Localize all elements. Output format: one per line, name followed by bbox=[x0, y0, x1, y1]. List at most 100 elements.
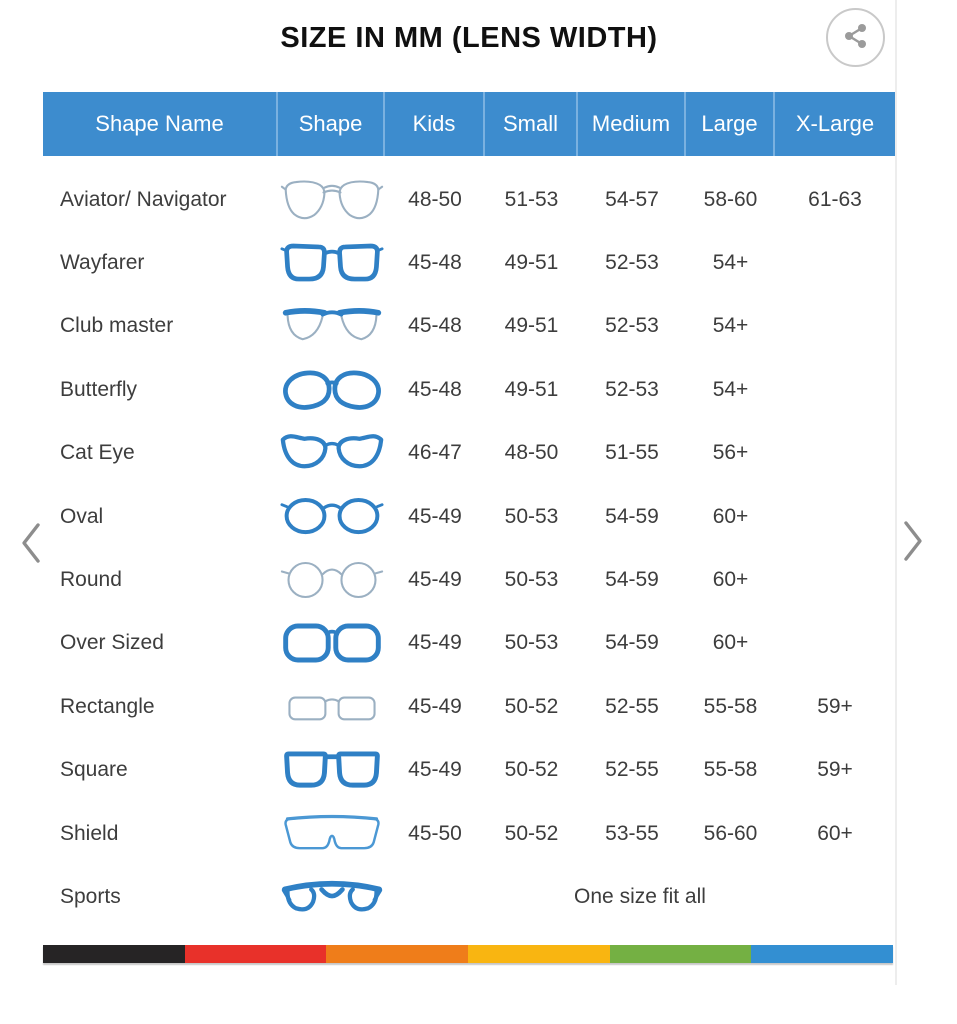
size-cell: 53-55 bbox=[605, 821, 659, 845]
size-cell: 54-57 bbox=[605, 187, 659, 211]
header-cell-kids: Kids bbox=[385, 92, 485, 156]
size-table: Shape Name Shape Kids Small Medium Large X-Lar… bbox=[43, 92, 895, 929]
header-cell-large: Large bbox=[686, 92, 775, 156]
table-row: Club master 45-48 49-51 52-53 54+ bbox=[43, 295, 895, 358]
table-row: Cat Eye 46-47 48-50 51-55 56+ bbox=[43, 422, 895, 485]
share-button[interactable] bbox=[826, 8, 885, 67]
size-cell: 52-53 bbox=[605, 377, 659, 401]
table-row: Oval 45-49 50-53 54-59 60+ bbox=[43, 485, 895, 548]
shape-name-cell: Club master bbox=[60, 314, 174, 338]
size-cell: 50-53 bbox=[504, 504, 559, 528]
shape-name-cell: Aviator/ Navigator bbox=[60, 187, 227, 211]
size-cell: 55-58 bbox=[703, 694, 758, 718]
table-header-row: Shape Name Shape Kids Small Medium Large X-Lar… bbox=[43, 92, 895, 156]
size-cell: 50-52 bbox=[504, 821, 559, 845]
size-cell: 45-48 bbox=[408, 314, 462, 338]
size-cell: 45-49 bbox=[408, 568, 462, 592]
one-size-note: One size fit all bbox=[574, 884, 706, 908]
size-cell: 60+ bbox=[712, 504, 749, 528]
shape-name-cell: Square bbox=[60, 758, 128, 782]
wayfarer-glasses-icon bbox=[278, 231, 385, 294]
size-cell: 54-59 bbox=[605, 568, 659, 592]
size-cell: 58-60 bbox=[703, 187, 758, 211]
footer-color-bar bbox=[43, 945, 894, 963]
table-row: Square 45-49 50-52 52-55 55-58 59+ bbox=[43, 739, 895, 802]
shape-name-cell: Round bbox=[60, 568, 122, 592]
footer-color-segment bbox=[468, 945, 610, 963]
size-cell: 48-50 bbox=[408, 187, 462, 211]
size-cell: 59+ bbox=[817, 758, 853, 782]
size-cell bbox=[775, 295, 895, 358]
size-cell bbox=[775, 485, 895, 548]
table-row: Shield 45-50 50-52 53-55 56-60 60+ bbox=[43, 802, 895, 865]
footer-color-segment bbox=[43, 945, 185, 963]
size-cell: 56+ bbox=[712, 441, 749, 465]
butterfly-glasses-icon bbox=[278, 358, 385, 421]
size-cell: 48-50 bbox=[504, 441, 559, 465]
table-row: Rectangle 45-49 50-52 52-55 55-58 59+ bbox=[43, 675, 895, 738]
carousel-next-button[interactable] bbox=[898, 518, 928, 566]
size-cell: 50-53 bbox=[504, 631, 559, 655]
size-cell bbox=[775, 422, 895, 485]
size-cell: 54+ bbox=[712, 251, 749, 275]
size-cell: 54-59 bbox=[605, 504, 659, 528]
size-cell: 50-53 bbox=[504, 568, 559, 592]
size-cell: 55-58 bbox=[703, 758, 758, 782]
shape-name-cell: Rectangle bbox=[60, 694, 155, 718]
header-cell-x-large: X-Large bbox=[795, 111, 875, 136]
table-row: Round 45-49 50-53 54-59 60+ bbox=[43, 548, 895, 611]
chevron-right-icon bbox=[900, 519, 926, 566]
size-cell: 45-49 bbox=[408, 631, 462, 655]
header-cell-shape: Shape bbox=[278, 92, 385, 156]
shape-name-cell: Wayfarer bbox=[60, 251, 145, 275]
size-cell: 49-51 bbox=[504, 314, 559, 338]
size-cell bbox=[775, 548, 895, 611]
size-cell: 45-50 bbox=[408, 821, 462, 845]
sports-glasses-icon bbox=[278, 865, 385, 928]
chevron-left-icon bbox=[18, 521, 44, 568]
size-cell: 60+ bbox=[712, 568, 749, 592]
size-cell: 52-55 bbox=[605, 694, 659, 718]
table-row: Aviator/ Navigator 48-50 51-53 54-57 58-60 61… bbox=[43, 168, 895, 231]
square-glasses-icon bbox=[278, 739, 385, 802]
size-cell: 45-48 bbox=[408, 377, 462, 401]
size-cell bbox=[775, 231, 895, 294]
shield-glasses-icon bbox=[278, 802, 385, 865]
size-cell: 52-53 bbox=[605, 314, 659, 338]
size-cell bbox=[775, 358, 895, 421]
table-body: Aviator/ Navigator 48-50 51-53 54-57 58-60 61… bbox=[43, 156, 895, 929]
table-row: Over Sized 45-49 50-53 54-59 60+ bbox=[43, 612, 895, 675]
header-cell-medium: Medium bbox=[578, 92, 686, 156]
size-cell: 45-48 bbox=[408, 251, 462, 275]
shape-name-cell: Cat Eye bbox=[60, 441, 135, 465]
size-cell: 51-55 bbox=[605, 441, 659, 465]
header-cell-small: Small bbox=[485, 92, 578, 156]
size-cell: 60+ bbox=[817, 821, 853, 845]
aviator-glasses-icon bbox=[278, 168, 385, 231]
shape-name-cell: Butterfly bbox=[60, 377, 138, 401]
size-cell: 50-52 bbox=[504, 694, 559, 718]
shape-name-cell: Oval bbox=[60, 504, 104, 528]
footer-color-segment bbox=[184, 945, 327, 963]
size-cell: 49-51 bbox=[504, 377, 559, 401]
shape-name-cell: Over Sized bbox=[60, 631, 164, 655]
rectangle-glasses-icon bbox=[278, 675, 385, 738]
cateye-glasses-icon bbox=[278, 422, 385, 485]
footer-color-segment bbox=[751, 945, 894, 963]
share-icon bbox=[841, 21, 871, 54]
page-title: SIZE IN MM (LENS WIDTH) bbox=[280, 22, 658, 54]
carousel-slide-edge bbox=[895, 0, 897, 985]
size-cell: 51-53 bbox=[504, 187, 559, 211]
size-cell bbox=[775, 612, 895, 675]
carousel-prev-button[interactable] bbox=[16, 520, 46, 568]
oval-glasses-icon bbox=[278, 485, 385, 548]
size-cell: 56-60 bbox=[703, 821, 758, 845]
size-cell: 54+ bbox=[712, 314, 749, 338]
size-cell: 61-63 bbox=[808, 187, 862, 211]
table-row: Sports One size fit all bbox=[43, 865, 895, 928]
size-cell: 45-49 bbox=[408, 694, 462, 718]
clubmaster-glasses-icon bbox=[278, 295, 385, 358]
size-cell: 45-49 bbox=[408, 504, 462, 528]
size-cell: 50-52 bbox=[504, 758, 559, 782]
